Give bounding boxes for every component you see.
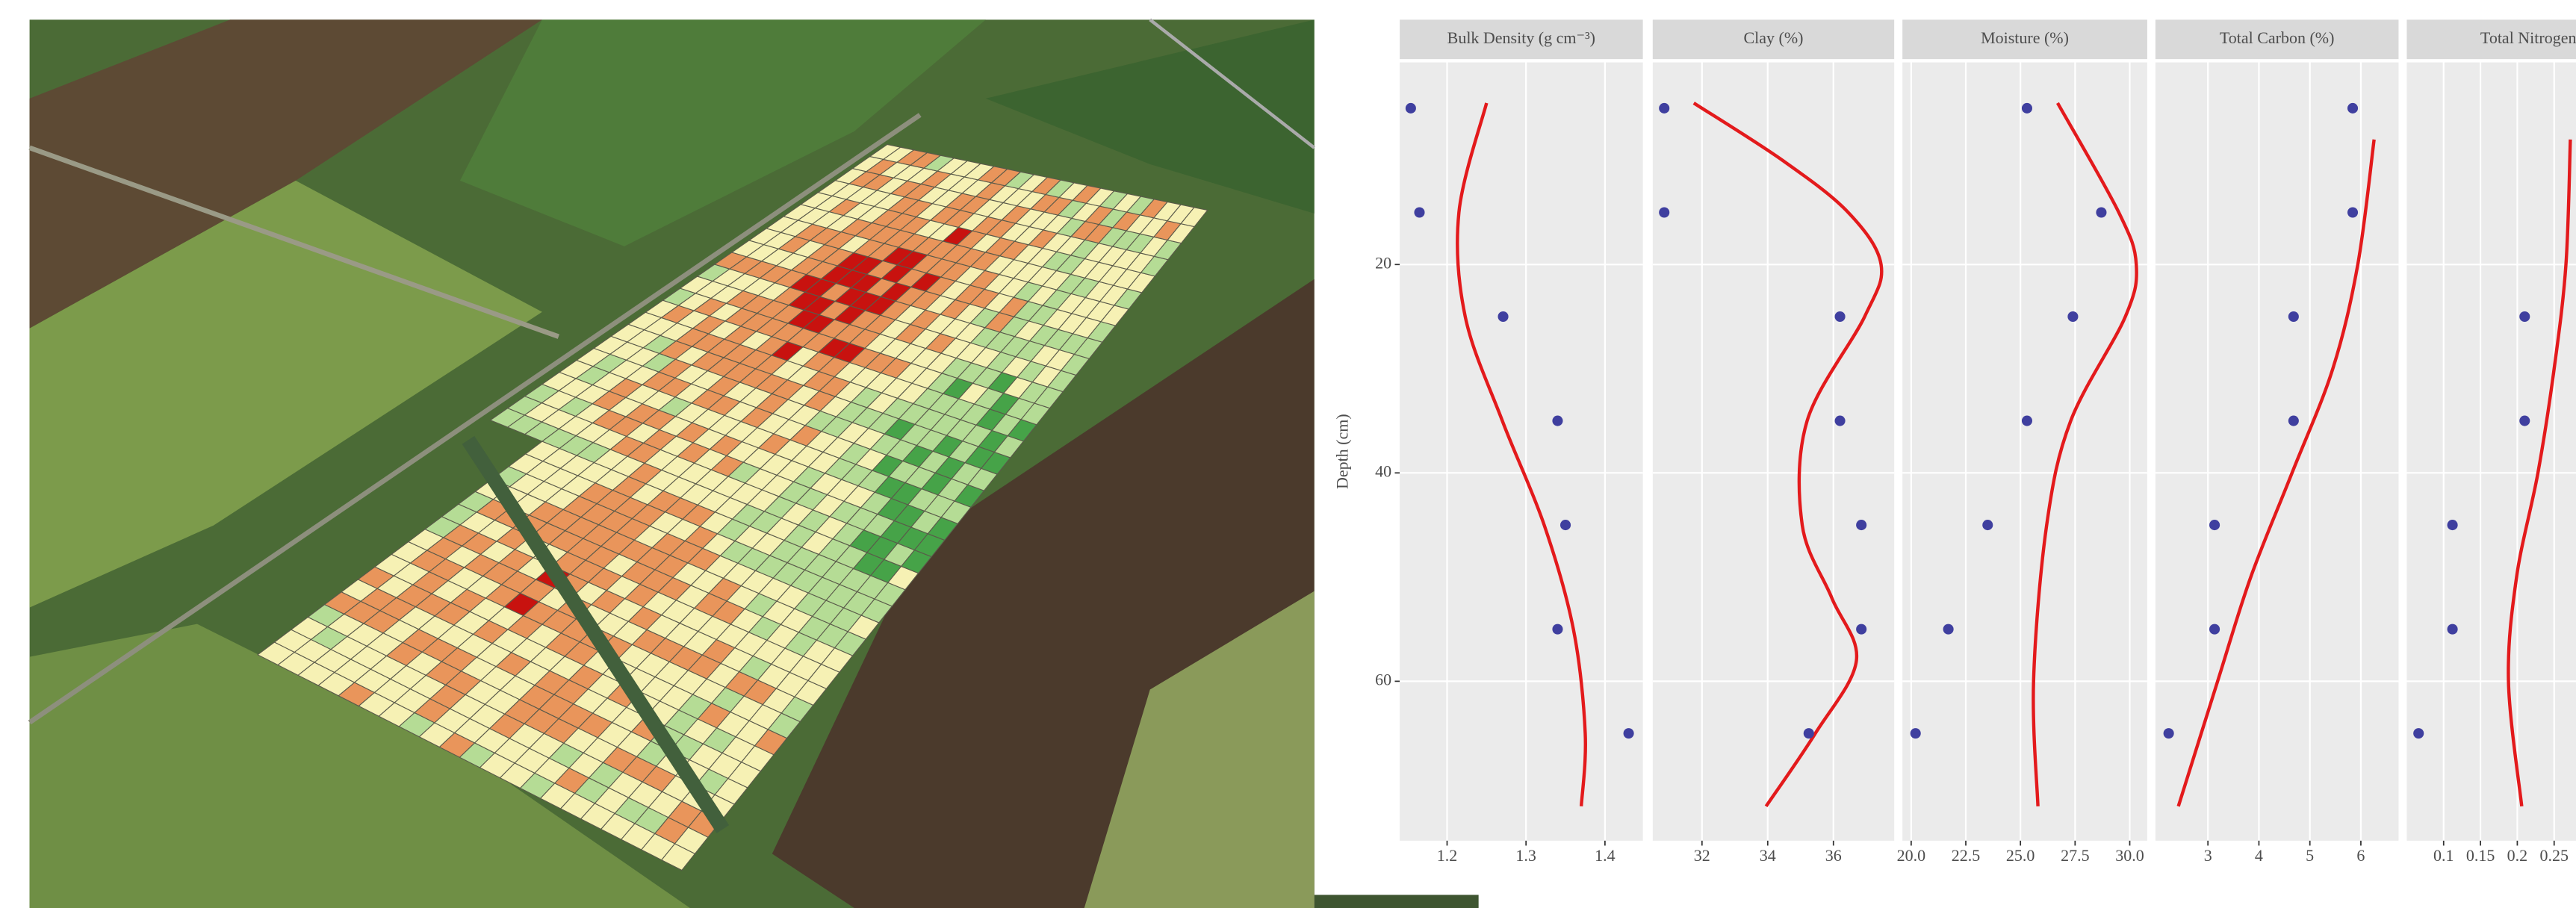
data-point bbox=[2022, 416, 2032, 426]
data-point bbox=[2288, 416, 2299, 426]
data-point bbox=[1560, 520, 1571, 530]
panel-background bbox=[2156, 63, 2399, 841]
data-point bbox=[2519, 416, 2530, 426]
data-point bbox=[1835, 416, 1846, 426]
x-tick-label: 3 bbox=[2204, 846, 2212, 865]
data-point bbox=[2288, 311, 2299, 322]
data-point bbox=[2519, 311, 2530, 322]
page: {"chart_data": [ {"type": "scatter", "ti… bbox=[0, 0, 2576, 908]
data-point bbox=[2022, 103, 2032, 114]
data-point bbox=[2096, 207, 2106, 217]
data-point bbox=[2413, 728, 2424, 738]
panel-background bbox=[1400, 63, 1643, 841]
data-point bbox=[1498, 311, 1508, 322]
panel-title: Clay (%) bbox=[1743, 28, 1803, 47]
x-tick-label: 1.4 bbox=[1595, 846, 1615, 865]
figure: Bulk Density (g cm⁻³) 20 40 60 1.2 1.3 1.4 Dept… bbox=[0, 0, 2576, 908]
x-tick-label: 5 bbox=[2306, 846, 2314, 865]
data-point bbox=[1659, 207, 1669, 217]
panel-background bbox=[2406, 63, 2576, 841]
y-tick-label: 60 bbox=[1375, 670, 1391, 688]
aerial-photo bbox=[30, 19, 1479, 908]
x-tick-label: 4 bbox=[2255, 846, 2263, 865]
data-point bbox=[2164, 728, 2174, 738]
data-point bbox=[1659, 103, 1669, 114]
panel-title: Total Nitrogen bbox=[2480, 28, 2576, 47]
data-point bbox=[1943, 624, 1954, 635]
data-point bbox=[1552, 416, 1562, 426]
x-tick-label: 0.1 bbox=[2433, 846, 2454, 865]
x-tick-label: 25.0 bbox=[2006, 846, 2035, 865]
x-tick-label: 6 bbox=[2356, 846, 2365, 865]
x-tick-label: 30.0 bbox=[2115, 846, 2144, 865]
data-point bbox=[1856, 624, 1866, 635]
data-point bbox=[1835, 311, 1846, 322]
x-tick-label: 36 bbox=[1825, 846, 1842, 865]
panel-title: Bulk Density (g cm⁻³) bbox=[1447, 28, 1595, 47]
data-point bbox=[2209, 520, 2220, 530]
data-point bbox=[2347, 103, 2358, 114]
y-axis-label: Depth (cm) bbox=[1332, 414, 1351, 489]
data-point bbox=[2067, 311, 2078, 322]
panel-background bbox=[1902, 63, 2147, 841]
data-point bbox=[2209, 624, 2220, 635]
x-tick-label: 1.2 bbox=[1437, 846, 1457, 865]
data-point bbox=[2448, 520, 2458, 530]
x-tick-label: 1.3 bbox=[1515, 846, 1536, 865]
data-point bbox=[2347, 207, 2358, 217]
x-tick-label: 0.15 bbox=[2466, 846, 2495, 865]
x-tick-label: 22.5 bbox=[1952, 846, 1980, 865]
data-point bbox=[2448, 624, 2458, 635]
x-tick-label: 34 bbox=[1760, 846, 1776, 865]
x-tick-label: 27.5 bbox=[2061, 846, 2089, 865]
x-tick-label: 32 bbox=[1694, 846, 1710, 865]
y-tick-label: 20 bbox=[1375, 253, 1391, 272]
photo-strip bbox=[1315, 895, 1479, 908]
data-point bbox=[1982, 520, 1993, 530]
x-tick-label: 0.2 bbox=[2507, 846, 2527, 865]
facet-chart: Bulk Density (g cm⁻³) 20 40 60 1.2 1.3 1.4 Dept… bbox=[1332, 19, 2576, 864]
data-point bbox=[1624, 728, 1634, 738]
x-tick-label: 20.0 bbox=[1897, 846, 1925, 865]
data-point bbox=[1804, 728, 1814, 738]
data-point bbox=[1406, 103, 1416, 114]
data-point bbox=[1552, 624, 1562, 635]
x-tick-label: 0.25 bbox=[2539, 846, 2568, 865]
panel-background bbox=[1653, 63, 1894, 841]
data-point bbox=[1911, 728, 1921, 738]
data-point bbox=[1414, 207, 1424, 217]
data-point bbox=[1856, 520, 1866, 530]
panel-title: Moisture (%) bbox=[1981, 28, 2069, 47]
y-tick-label: 40 bbox=[1375, 461, 1391, 480]
panel-title: Total Carbon (%) bbox=[2220, 28, 2335, 47]
